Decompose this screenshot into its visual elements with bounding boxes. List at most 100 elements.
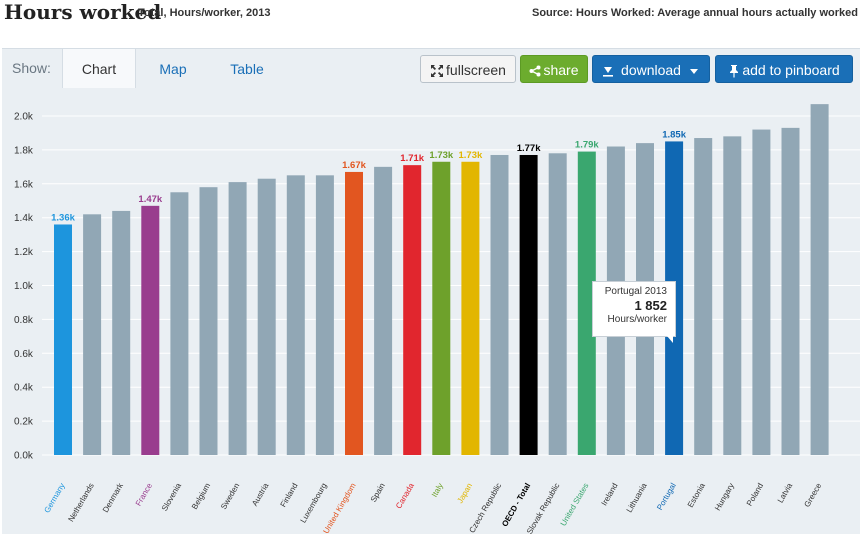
y-tick-label: 1.8k — [14, 145, 34, 156]
bar[interactable] — [694, 138, 713, 455]
y-tick-label: 1.0k — [14, 281, 34, 292]
bar[interactable] — [432, 161, 451, 455]
bar[interactable] — [548, 153, 567, 455]
x-tick-label: France — [134, 481, 155, 508]
bar[interactable] — [315, 175, 334, 455]
tooltip-title: Portugal 2013 — [604, 286, 667, 297]
data-label: 1.73k — [429, 150, 453, 161]
x-tick-label: Austria — [250, 481, 271, 508]
y-tick-label: 0.6k — [14, 349, 34, 360]
share-label: share — [543, 62, 579, 78]
data-label: 1.47k — [138, 194, 162, 205]
download-button[interactable]: download — [592, 55, 710, 83]
x-tick-label: Hungary — [713, 482, 736, 513]
x-tick-label: United States — [559, 482, 591, 528]
x-tick-label: Luxembourg — [299, 482, 329, 525]
bar[interactable] — [141, 205, 160, 455]
download-icon — [603, 67, 614, 77]
toolbar: Show: Chart Map Table fullscreen share d… — [2, 48, 860, 89]
x-tick-label: Greece — [802, 481, 823, 509]
bar[interactable] — [781, 127, 800, 456]
x-tick-label: Portugal — [655, 481, 678, 511]
expand-arrows-icon — [431, 65, 444, 78]
x-tick-label: Denmark — [101, 481, 126, 514]
y-tick-label: 0.2k — [14, 417, 34, 428]
download-label: download — [621, 62, 681, 78]
data-label: 1.67k — [342, 160, 366, 171]
bar[interactable] — [577, 151, 596, 455]
bar[interactable] — [345, 171, 363, 455]
tab-table[interactable]: Table — [212, 49, 282, 89]
bar[interactable] — [286, 175, 305, 455]
x-tick-label: United Kingdom — [321, 481, 357, 534]
x-tick-label: Finland — [279, 482, 300, 509]
fullscreen-button[interactable]: fullscreen — [420, 55, 516, 83]
data-label: 1.85k — [662, 129, 686, 140]
show-label: Show: — [12, 60, 51, 76]
x-tick-label: Belgium — [190, 481, 212, 511]
tooltip-unit: Hours/worker — [607, 314, 667, 325]
x-tick-label: Ireland — [600, 482, 620, 508]
x-tick-label: Japan — [455, 482, 474, 505]
y-tick-label: 1.2k — [14, 247, 34, 258]
bar[interactable] — [199, 187, 218, 455]
y-tick-label: 0.8k — [14, 315, 34, 326]
bar[interactable] — [54, 224, 72, 455]
title-row: Hours worked Total, Hours/worker, 2013 S… — [4, 0, 860, 26]
bar[interactable] — [752, 129, 771, 455]
x-tick-label: Slovak Republic — [525, 482, 561, 534]
bar[interactable] — [810, 104, 829, 455]
data-label: 1.71k — [400, 153, 424, 164]
tooltip-arrow — [667, 336, 673, 343]
data-label: 1.77k — [517, 143, 541, 154]
y-tick-label: 0.4k — [14, 383, 34, 394]
x-tick-label: Latvia — [776, 481, 795, 504]
y-tick-label: 2.0k — [14, 112, 34, 123]
bar[interactable] — [723, 136, 742, 455]
tab-chart-label: Chart — [81, 61, 117, 77]
x-tick-label: Sweden — [219, 482, 241, 512]
tab-chart[interactable]: Chart — [62, 49, 136, 89]
x-tick-label: Spain — [369, 482, 387, 504]
bar[interactable] — [83, 214, 102, 455]
x-tick-label: Netherlands — [66, 482, 95, 524]
add-to-pinboard-button[interactable]: add to pinboard — [715, 55, 853, 83]
y-tick-label: 1.4k — [14, 213, 34, 224]
bar[interactable] — [257, 178, 276, 455]
bar[interactable] — [170, 192, 189, 455]
tab-map-label: Map — [159, 61, 187, 77]
data-label: 1.79k — [575, 140, 599, 151]
bar[interactable] — [461, 161, 480, 455]
data-label: 1.73k — [459, 150, 483, 161]
tab-map[interactable]: Map — [138, 49, 208, 89]
bar[interactable] — [403, 165, 422, 455]
bar[interactable] — [490, 154, 509, 456]
bar[interactable] — [112, 210, 131, 455]
y-tick-label: 0.0k — [14, 451, 34, 462]
page-title: Hours worked — [4, 0, 162, 24]
tooltip: Portugal 2013 1 852 Hours/worker — [592, 281, 676, 343]
x-tick-label: Canada — [394, 481, 416, 510]
x-tick-label: Poland — [745, 482, 765, 508]
pinboard-label: add to pinboard — [742, 62, 840, 78]
source-note: Source: Hours Worked: Average annual hou… — [531, 7, 858, 19]
bar[interactable] — [374, 166, 393, 455]
tooltip-value: 1 852 — [634, 298, 667, 313]
pin-icon — [730, 65, 739, 78]
x-tick-label: Lithuania — [625, 481, 649, 514]
x-tick-label: Slovenia — [160, 481, 183, 513]
x-tick-label: Germany — [42, 482, 66, 515]
y-tick-label: 1.6k — [14, 179, 34, 190]
tab-table-label: Table — [230, 61, 264, 77]
x-tick-label: Estonia — [686, 481, 707, 509]
chart-area: 0.0k 0.2k 0.4k 0.6k 0.8k 1.0k 1.2k 1.4k 1.6k 1.8k… — [2, 88, 860, 534]
x-tick-label: Czech Republic — [467, 482, 503, 534]
caret-down-icon — [689, 69, 698, 75]
bar[interactable] — [519, 154, 538, 456]
bar-chart: 0.0k 0.2k 0.4k 0.6k 0.8k 1.0k 1.2k 1.4k 1.6k 1.8k… — [14, 104, 860, 534]
share-icon — [529, 65, 541, 77]
fullscreen-label: fullscreen — [446, 62, 506, 78]
bar[interactable] — [228, 182, 247, 455]
x-tick-label: OECD - Total — [500, 482, 532, 529]
share-button[interactable]: share — [520, 55, 588, 83]
